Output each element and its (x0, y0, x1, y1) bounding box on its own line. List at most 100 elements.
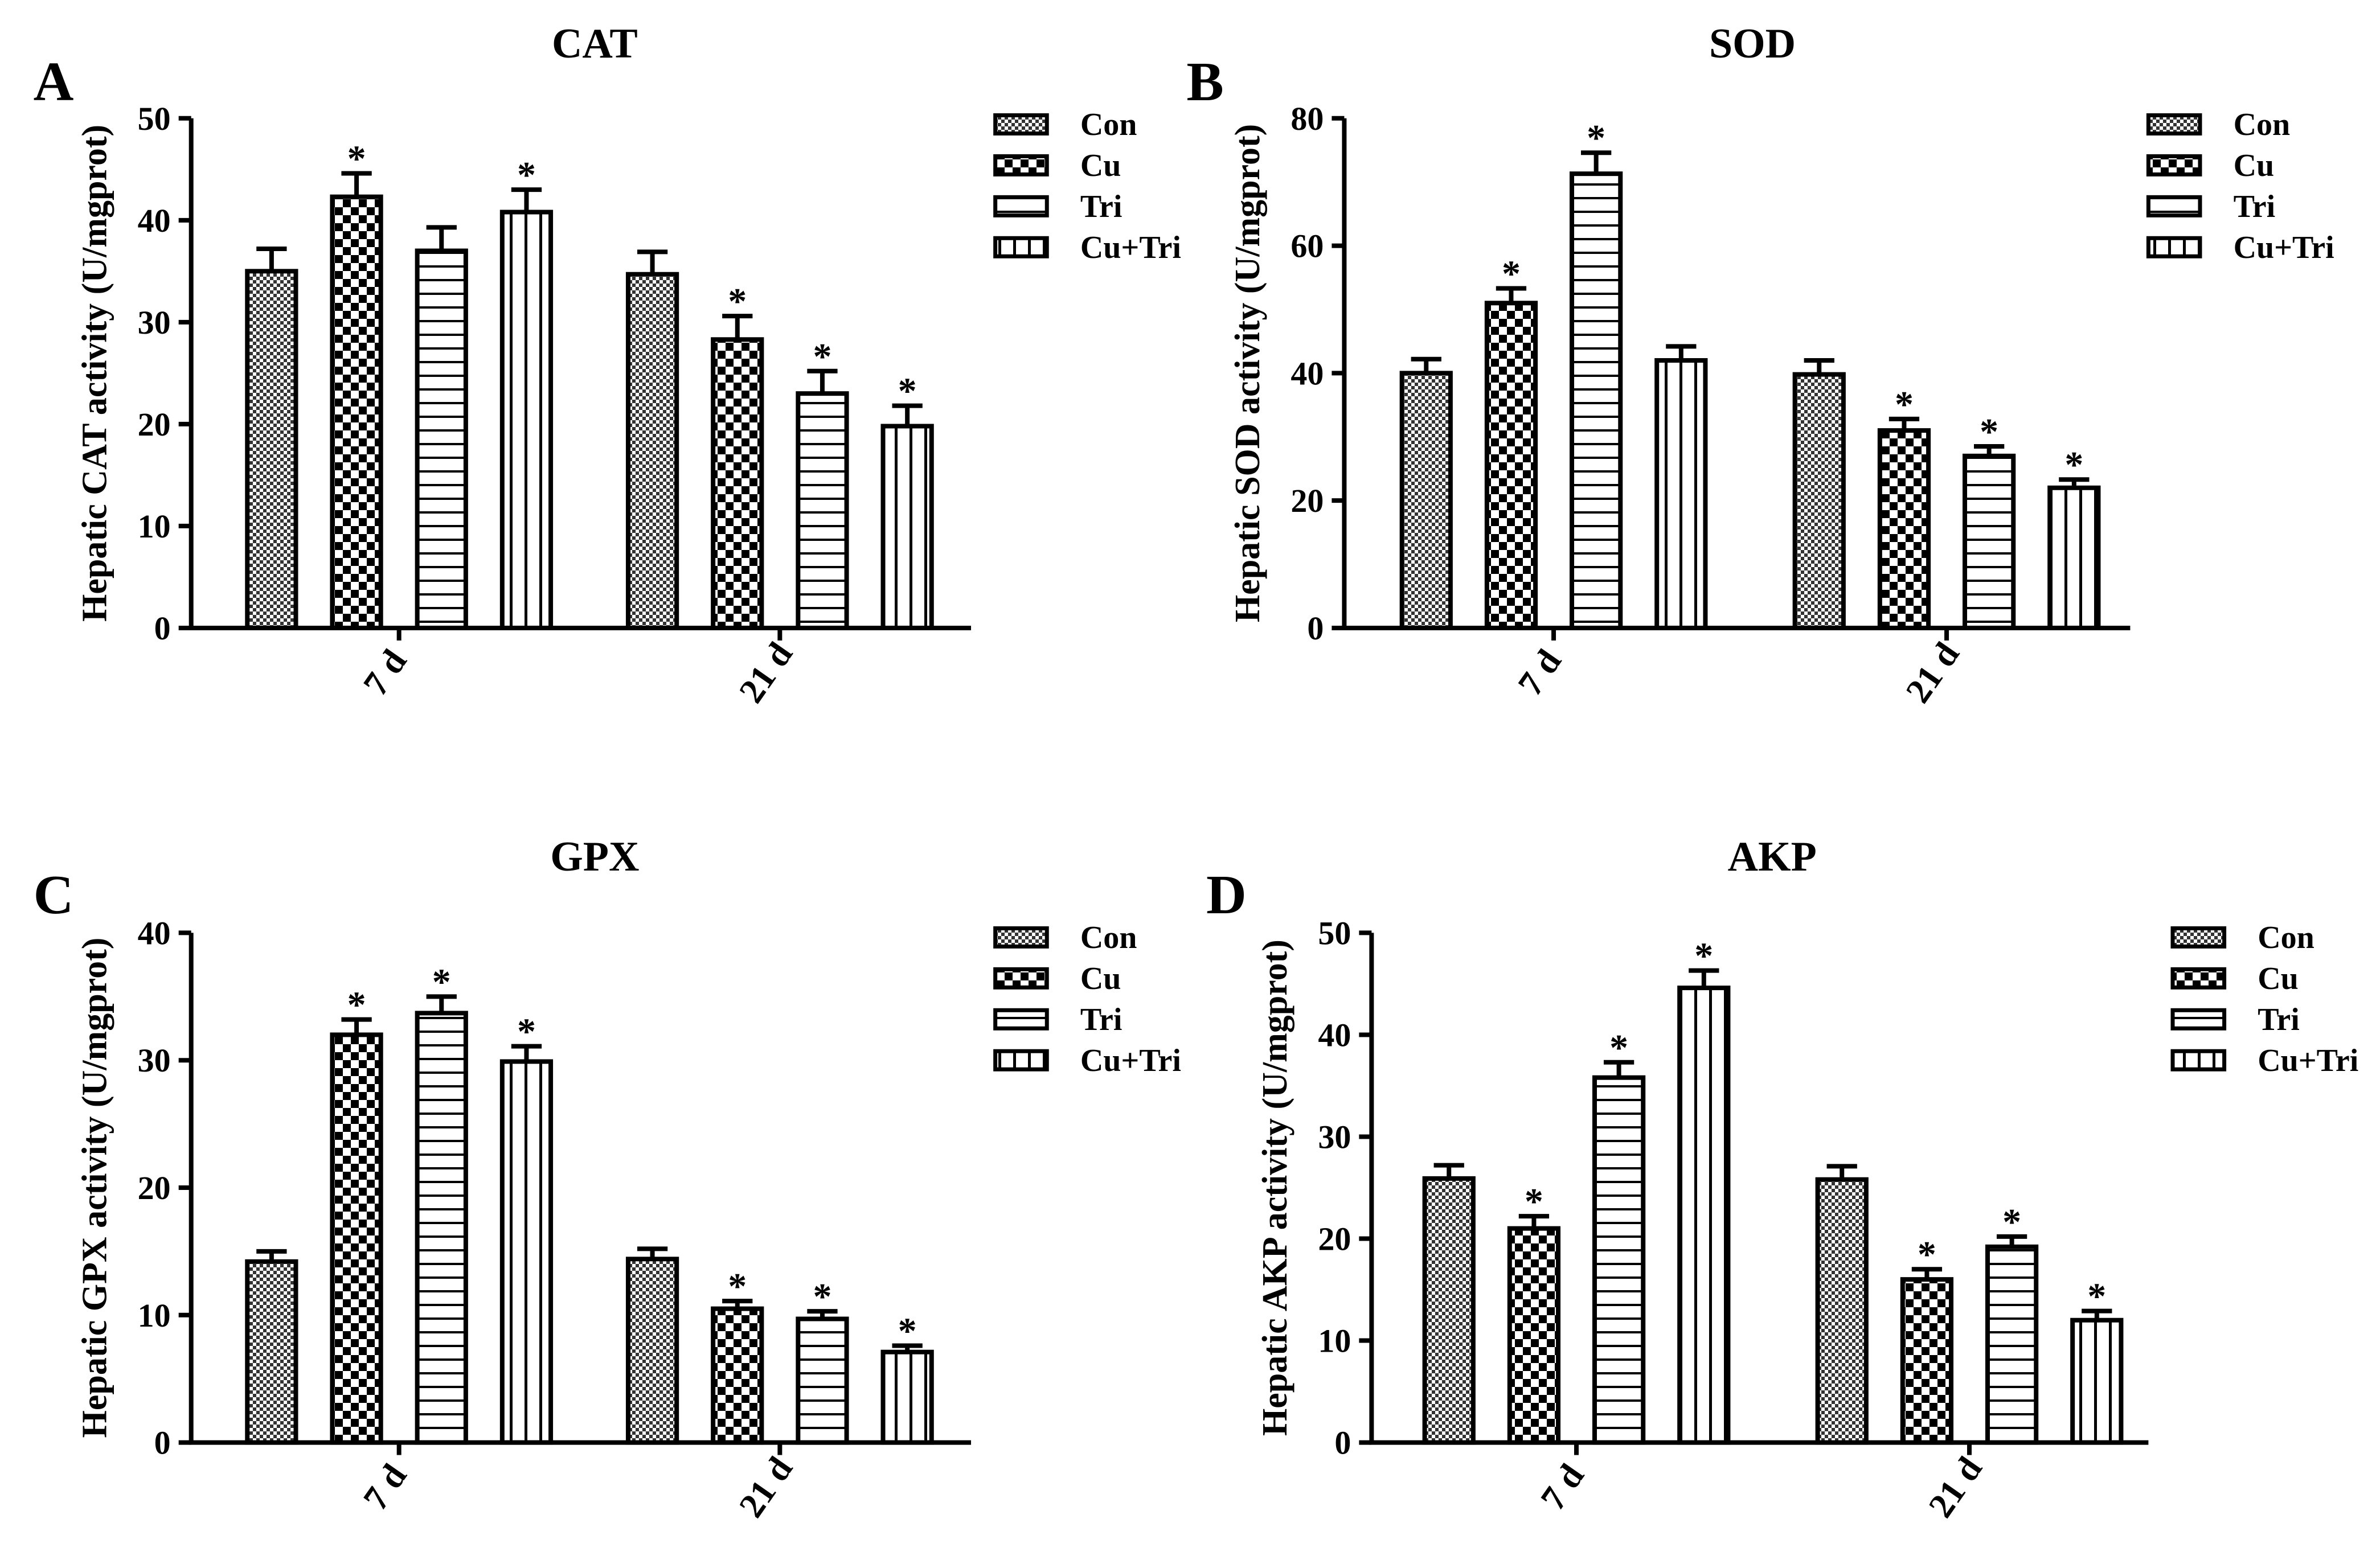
legend-label: Cu (2258, 961, 2299, 996)
panel-label: C (34, 864, 74, 926)
panel-label: A (34, 51, 74, 113)
legend-swatch (2146, 195, 2202, 217)
x-tick-label: 21 d (1899, 635, 1967, 710)
y-axis-label: Hepatic SOD activity (U/mgprot) (1228, 124, 1267, 622)
legend-swatch (2146, 154, 2202, 176)
y-tick-label: 50 (1318, 914, 1351, 951)
legend-swatch (2170, 1008, 2227, 1031)
bar (711, 1306, 764, 1445)
x-tick-label: 7 d (1534, 1457, 1592, 1517)
bar (245, 1259, 298, 1445)
y-tick-label: 0 (154, 1425, 171, 1462)
y-axis-label: Hepatic AKP activity (U/mgprot) (1256, 939, 1294, 1436)
legend-swatch (993, 967, 1049, 990)
x-tick-label: 21 d (732, 635, 800, 710)
y-tick-label: 0 (1307, 610, 1324, 647)
bar (1963, 453, 2016, 630)
significance-marker: * (1502, 253, 1521, 295)
x-tick-label: 7 d (1511, 643, 1569, 703)
bar (1985, 1244, 2039, 1445)
bar (1507, 1226, 1561, 1445)
legend-swatch (2170, 967, 2227, 990)
legend-swatch (993, 236, 1049, 258)
significance-marker: * (517, 1011, 536, 1053)
legend-swatch (2170, 1049, 2227, 1072)
x-tick-label: 7 d (356, 1457, 414, 1517)
panel-label: B (1186, 51, 1223, 113)
legend-swatch (993, 1049, 1049, 1072)
y-tick-label: 20 (138, 1169, 171, 1206)
significance-marker: * (517, 154, 536, 196)
bar (880, 1349, 934, 1445)
legend-label: Tri (1080, 1002, 1123, 1037)
chart-title: GPX (550, 834, 639, 880)
panel-label: D (1206, 864, 1247, 926)
y-tick-label: 40 (1318, 1016, 1351, 1053)
legend-label: Tri (2234, 189, 2276, 224)
chart-title: CAT (552, 20, 638, 67)
legend-label: Cu+Tri (2258, 1043, 2358, 1078)
y-tick-label: 40 (1291, 355, 1324, 392)
bar (1792, 372, 1846, 630)
panel-b: B SOD Hepatic SOD activity (U/mgprot) 0 20 40… (1186, 20, 2334, 710)
legend-label: Con (1080, 107, 1137, 142)
y-axis-label: Hepatic CAT activity (U/mgprot) (75, 125, 114, 622)
bar (2047, 485, 2101, 630)
significance-marker: * (898, 371, 917, 412)
y-tick-label: 30 (138, 1042, 171, 1079)
y-tick-label: 0 (154, 610, 171, 647)
legend-swatch (993, 154, 1049, 176)
panel-c: C GPX Hepatic GPX activity (U/mgprot) 0 10 20… (34, 834, 1181, 1524)
bar (415, 1011, 468, 1445)
y-tick-label: 0 (1334, 1425, 1351, 1462)
significance-marker: * (432, 961, 451, 1003)
legend-swatch (2146, 113, 2202, 136)
bar (499, 1059, 554, 1445)
significance-marker: * (813, 1276, 831, 1317)
bar (415, 248, 468, 630)
legend-swatch (993, 1008, 1049, 1031)
y-tick-label: 10 (138, 1297, 171, 1334)
y-tick-label: 20 (138, 406, 171, 443)
y-tick-label: 30 (138, 304, 171, 341)
bar (1422, 1176, 1476, 1445)
significance-marker: * (728, 281, 747, 322)
significance-marker: * (1895, 384, 1914, 425)
bar (1592, 1075, 1646, 1445)
significance-marker: * (1694, 935, 1713, 977)
legend-label: Con (2234, 107, 2291, 142)
legend-label: Cu (2234, 148, 2275, 183)
legend-label: Cu (1080, 148, 1121, 183)
bar (2070, 1317, 2124, 1445)
legend-swatch (993, 926, 1049, 949)
bar (330, 1032, 383, 1445)
significance-marker: * (2087, 1276, 2106, 1317)
legend-label: Con (1080, 920, 1137, 955)
bar (499, 210, 554, 630)
legend-swatch (2170, 926, 2227, 949)
bar (1877, 428, 1931, 630)
significance-marker: * (1609, 1027, 1628, 1069)
significance-marker: * (1980, 411, 1998, 453)
y-tick-label: 30 (1318, 1118, 1351, 1155)
bar (1484, 301, 1538, 630)
legend-label: Cu+Tri (1080, 230, 1181, 265)
bar (796, 1316, 849, 1445)
significance-marker: * (1918, 1234, 1936, 1275)
y-tick-label: 20 (1318, 1221, 1351, 1258)
bar (796, 391, 849, 630)
panel-d: D AKP Hepatic AKP activity (U/mgprot) 0 10 20… (1206, 834, 2358, 1524)
legend-label: Cu+Tri (2234, 230, 2334, 265)
significance-marker: * (1525, 1181, 1543, 1222)
legend-label: Cu+Tri (1080, 1043, 1181, 1078)
significance-marker: * (2064, 444, 2083, 486)
legend-swatch (2146, 236, 2202, 258)
bar (1815, 1177, 1869, 1445)
y-tick-label: 40 (138, 914, 171, 951)
y-tick-label: 50 (138, 100, 171, 137)
y-tick-label: 40 (138, 202, 171, 239)
bar (245, 269, 298, 630)
bar (1654, 358, 1708, 630)
bar (1570, 171, 1623, 630)
